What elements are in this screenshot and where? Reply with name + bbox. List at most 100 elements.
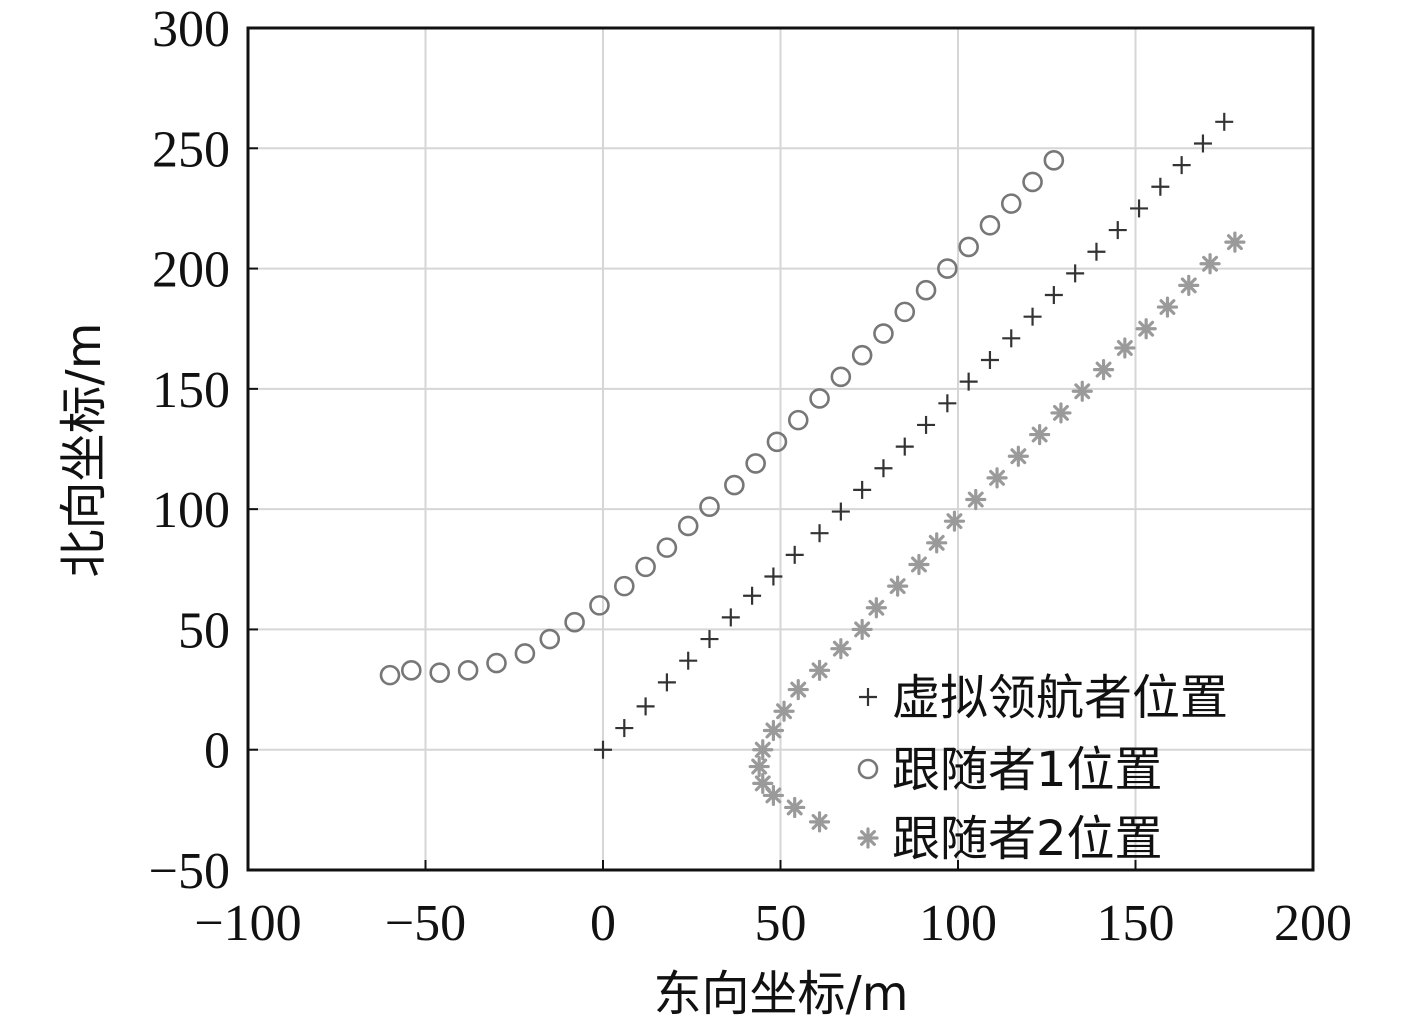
leader-point [959,372,978,391]
x-tick-label: −50 [385,895,466,952]
legend-label-follower2: 跟随者2位置 [892,811,1163,867]
leader-point [1215,112,1234,131]
follower1-point [635,556,656,578]
follower2-point [1135,318,1157,340]
follower2-point [865,597,887,619]
follower2-point [784,796,806,819]
legend-circle-icon [857,758,879,780]
follower2-point [986,467,1008,489]
follower2-point [943,510,966,532]
follower1-point [589,595,610,616]
grid-lines [248,28,1313,870]
y-axis-title: 北向坐标/m [56,323,112,578]
follower1-point [894,301,916,323]
x-axis-title: 东向坐标/m [654,966,909,1022]
follower2-point [1224,231,1246,253]
legend-plus-icon [859,688,877,706]
follower2-point [1007,445,1029,467]
follower2-point [887,575,909,597]
follower2-point [965,488,987,511]
y-tick-label: 150 [152,362,230,419]
series-plus [594,112,1234,759]
follower1-point [539,628,561,650]
leader-point [700,630,719,649]
plot-frame [246,26,1315,872]
follower1-point [873,323,894,344]
follower1-point [699,496,720,518]
leader-point [615,719,634,738]
follower2-point [926,532,948,554]
leader-point [1151,177,1170,196]
y-tick-label: −50 [149,843,230,900]
leader-point [1087,242,1106,261]
follower2-point [1092,359,1115,381]
follower2-point [762,719,785,742]
follower2-point [808,811,831,833]
follower1-point [915,279,937,301]
leader-point [1130,199,1149,218]
legend-label-leader: 虚拟领航者位置 [892,670,1228,726]
series-circle [379,150,1065,686]
y-tick-label: 50 [178,602,230,659]
leader-point [1023,307,1042,326]
follower1-point [429,662,451,684]
follower1-point [1022,171,1043,193]
leader-point [636,697,655,716]
legend-marker-star [857,827,879,849]
follower1-point [979,214,1001,236]
leader-point [657,673,676,692]
series-star [748,231,1246,833]
x-tick-label: 150 [1097,895,1175,952]
follower2-point [1114,337,1136,359]
follower1-point [809,388,830,409]
follower1-point [379,664,401,686]
leader-point [1066,264,1085,283]
leader-point [938,394,957,413]
y-tick-label: 250 [152,121,230,178]
follower2-point [808,659,831,681]
leader-point [895,437,914,456]
follower1-point [937,258,958,279]
leader-point [831,502,850,521]
x-tick-label: 100 [919,895,997,952]
legend-label-follower1: 跟随者1位置 [892,742,1163,798]
follower1-point [677,515,699,537]
leader-point [1172,156,1191,175]
legend-marker-plus [859,688,877,706]
legend: 虚拟领航者位置 跟随者1位置 跟随者2位置 [857,670,1228,867]
follower2-point [1199,253,1221,275]
follower2-point [1071,380,1093,402]
follower2-point [1050,402,1072,424]
x-tick-label: 0 [590,895,616,952]
legend-star-icon [857,827,879,849]
follower1-point [486,652,507,674]
x-tick-label: 200 [1274,895,1352,952]
leader-point [785,545,804,564]
follower1-point [514,643,536,664]
follower2-point [830,638,852,660]
follower1-point [830,366,852,388]
leader-point [764,567,783,586]
leader-point [594,740,612,759]
follower1-point [724,474,745,496]
follower2-point [1029,423,1051,446]
follower1-point [787,409,809,431]
x-tick-label: 50 [755,895,807,952]
follower1-point [851,344,873,366]
leader-point [679,651,698,670]
leader-point [810,524,829,543]
leader-point [721,608,740,627]
x-tick-label: −100 [194,895,301,952]
y-tick-label: 100 [152,482,230,539]
leader-point [874,459,893,478]
follower1-point [656,537,678,558]
follower1-point [400,660,422,681]
leader-point [1193,134,1212,153]
follower2-point [787,678,809,701]
follower2-point [1178,274,1200,297]
follower2-point [748,755,770,778]
leader-point [1108,221,1127,240]
follower1-point [745,453,766,474]
y-tick-label: 200 [152,242,230,299]
